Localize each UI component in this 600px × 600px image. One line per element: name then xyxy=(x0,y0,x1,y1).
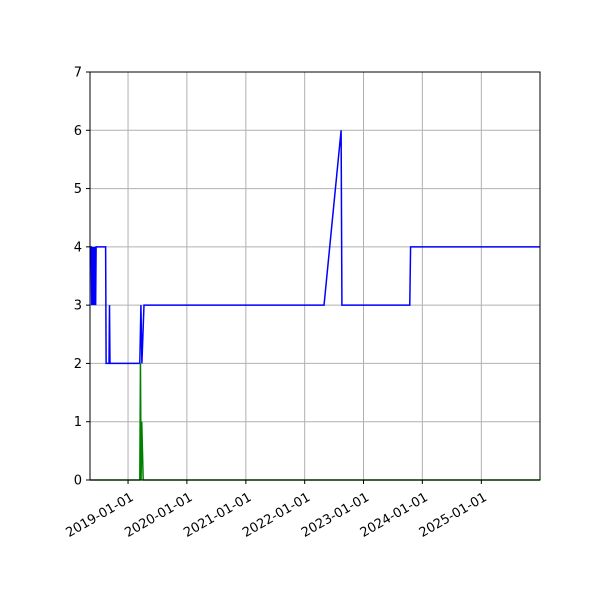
y-tick-label: 0 xyxy=(74,474,82,489)
plot-frame xyxy=(89,71,541,481)
y-tick-label: 1 xyxy=(74,415,82,430)
y-tick-label: 3 xyxy=(74,299,82,314)
y-tick-label: 4 xyxy=(74,240,82,255)
series-line-1 xyxy=(90,130,540,365)
y-tick-label: 7 xyxy=(74,66,82,81)
grid xyxy=(90,71,540,481)
y-tick-label: 5 xyxy=(74,182,82,197)
y-tick-label: 2 xyxy=(74,357,82,372)
axis-ticks: 012345672019-01-012020-01-012021-01-0120… xyxy=(63,66,489,541)
x-tick-label: 2025-01-01 xyxy=(417,490,490,541)
y-tick-label: 6 xyxy=(74,124,82,139)
